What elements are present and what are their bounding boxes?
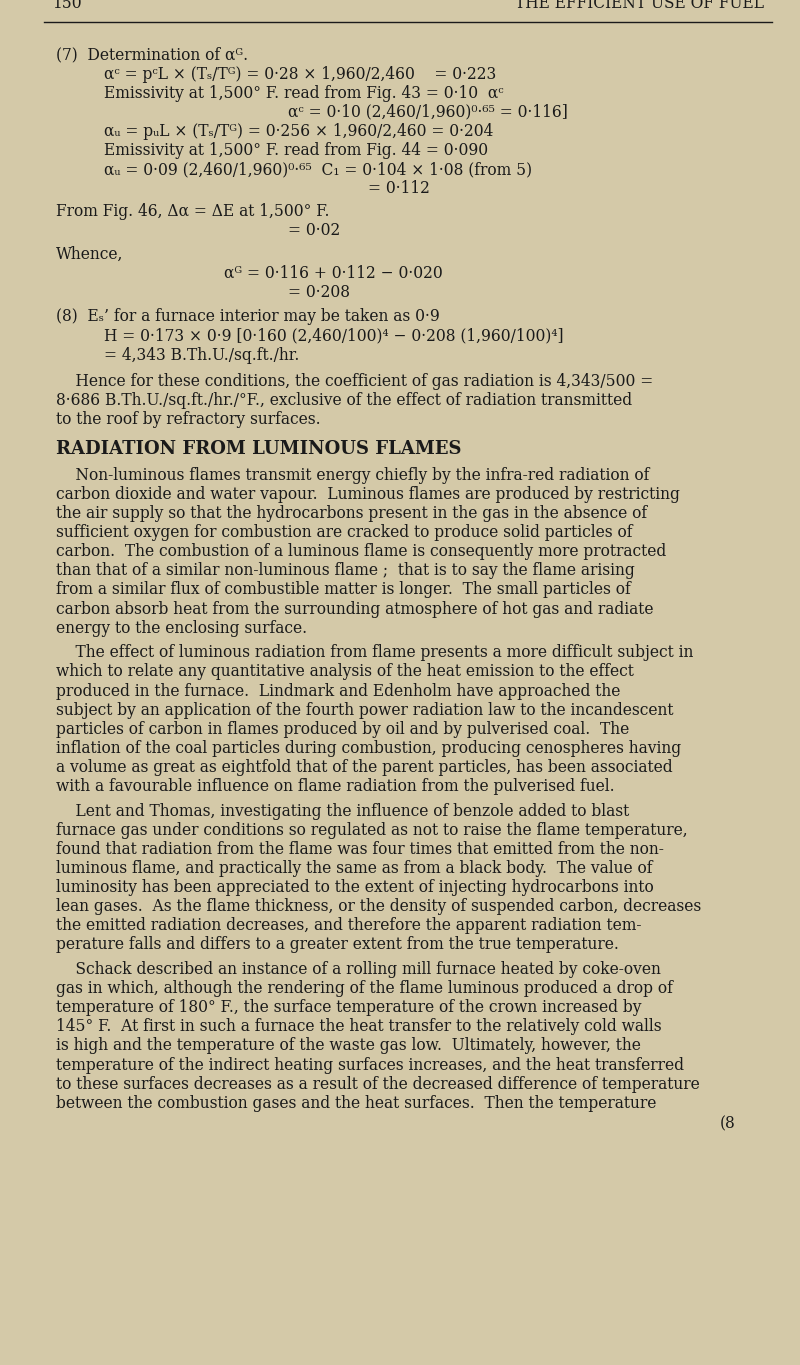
- Text: Lent and Thomas, investigating the influence of benzole added to blast: Lent and Thomas, investigating the influ…: [56, 803, 630, 819]
- Text: = 0·112: = 0·112: [368, 180, 430, 197]
- Text: αᶜ = pᶜL × (Tₛ/Tᴳ) = 0·28 × 1,960/2,460    = 0·223: αᶜ = pᶜL × (Tₛ/Tᴳ) = 0·28 × 1,960/2,460 …: [104, 66, 496, 82]
- Text: particles of carbon in flames produced by oil and by pulverised coal.  The: particles of carbon in flames produced b…: [56, 721, 630, 737]
- Text: to these surfaces decreases as a result of the decreased difference of temperatu: to these surfaces decreases as a result …: [56, 1076, 700, 1092]
- Text: furnace gas under conditions so regulated as not to raise the flame temperature,: furnace gas under conditions so regulate…: [56, 822, 688, 838]
- Text: The effect of luminous radiation from flame presents a more difficult subject in: The effect of luminous radiation from fl…: [56, 644, 694, 661]
- Text: Whence,: Whence,: [56, 246, 123, 262]
- Text: luminosity has been appreciated to the extent of injecting hydrocarbons into: luminosity has been appreciated to the e…: [56, 879, 654, 895]
- Text: = 0·02: = 0·02: [288, 222, 340, 239]
- Text: is high and the temperature of the waste gas low.  Ultimately, however, the: is high and the temperature of the waste…: [56, 1037, 641, 1054]
- Text: αᵤ = 0·09 (2,460/1,960)⁰·⁶⁵  C₁ = 0·104 × 1·08 (from 5): αᵤ = 0·09 (2,460/1,960)⁰·⁶⁵ C₁ = 0·104 ×…: [104, 161, 532, 177]
- Text: 145° F.  At first in such a furnace the heat transfer to the relatively cold wal: 145° F. At first in such a furnace the h…: [56, 1018, 662, 1035]
- Text: Schack described an instance of a rolling mill furnace heated by coke-oven: Schack described an instance of a rollin…: [56, 961, 661, 977]
- Text: lean gases.  As the flame thickness, or the density of suspended carbon, decreas: lean gases. As the flame thickness, or t…: [56, 898, 702, 915]
- Text: (8)  Eₛ’ for a furnace interior may be taken as 0·9: (8) Eₛ’ for a furnace interior may be ta…: [56, 308, 440, 325]
- Text: RADIATION FROM LUMINOUS FLAMES: RADIATION FROM LUMINOUS FLAMES: [56, 440, 462, 457]
- Text: inflation of the coal particles during combustion, producing cenospheres having: inflation of the coal particles during c…: [56, 740, 681, 756]
- Text: which to relate any quantitative analysis of the heat emission to the effect: which to relate any quantitative analysi…: [56, 663, 634, 680]
- Text: (7)  Determination of αᴳ.: (7) Determination of αᴳ.: [56, 46, 248, 63]
- Text: from a similar flux of combustible matter is longer.  The small particles of: from a similar flux of combustible matte…: [56, 581, 630, 598]
- Text: αᴳ = 0·116 + 0·112 − 0·020: αᴳ = 0·116 + 0·112 − 0·020: [224, 265, 442, 281]
- Text: Emissivity at 1,500° F. read from Fig. 43 = 0·10  αᶜ: Emissivity at 1,500° F. read from Fig. 4…: [104, 85, 504, 101]
- Text: energy to the enclosing surface.: energy to the enclosing surface.: [56, 620, 307, 636]
- Text: 150: 150: [52, 0, 82, 12]
- Text: Hence for these conditions, the coefficient of gas radiation is 4,343/500 =: Hence for these conditions, the coeffici…: [56, 373, 654, 389]
- Text: From Fig. 46, Δα = ΔE at 1,500° F.: From Fig. 46, Δα = ΔE at 1,500° F.: [56, 203, 330, 220]
- Text: 8·686 B.Th.U./sq.ft./hr./°F., exclusive of the effect of radiation transmitted: 8·686 B.Th.U./sq.ft./hr./°F., exclusive …: [56, 392, 632, 408]
- Text: αᵤ = pᵤL × (Tₛ/Tᴳ) = 0·256 × 1,960/2,460 = 0·204: αᵤ = pᵤL × (Tₛ/Tᴳ) = 0·256 × 1,960/2,460…: [104, 123, 494, 139]
- Text: Non-luminous flames transmit energy chiefly by the infra-red radiation of: Non-luminous flames transmit energy chie…: [56, 467, 650, 483]
- Text: = 0·208: = 0·208: [288, 284, 350, 300]
- Text: found that radiation from the flame was four times that emitted from the non-: found that radiation from the flame was …: [56, 841, 664, 857]
- Text: = 4,343 B.Th.U./sq.ft./hr.: = 4,343 B.Th.U./sq.ft./hr.: [104, 347, 299, 363]
- Text: sufficient oxygen for combustion are cracked to produce solid particles of: sufficient oxygen for combustion are cra…: [56, 524, 633, 541]
- Text: gas in which, although the rendering of the flame luminous produced a drop of: gas in which, although the rendering of …: [56, 980, 673, 996]
- Text: between the combustion gases and the heat surfaces.  Then the temperature: between the combustion gases and the hea…: [56, 1095, 656, 1111]
- Text: subject by an application of the fourth power radiation law to the incandescent: subject by an application of the fourth …: [56, 702, 674, 718]
- Text: luminous flame, and practically the same as from a black body.  The value of: luminous flame, and practically the same…: [56, 860, 653, 876]
- Text: THE EFFICIENT USE OF FUEL: THE EFFICIENT USE OF FUEL: [515, 0, 764, 12]
- Text: than that of a similar non-luminous flame ;  that is to say the flame arising: than that of a similar non-luminous flam…: [56, 562, 634, 579]
- Text: a volume as great as eightfold that of the parent particles, has been associated: a volume as great as eightfold that of t…: [56, 759, 673, 775]
- Text: temperature of 180° F., the surface temperature of the crown increased by: temperature of 180° F., the surface temp…: [56, 999, 642, 1016]
- Text: temperature of the indirect heating surfaces increases, and the heat transferred: temperature of the indirect heating surf…: [56, 1057, 684, 1073]
- Text: carbon absorb heat from the surrounding atmosphere of hot gas and radiate: carbon absorb heat from the surrounding …: [56, 601, 654, 617]
- Text: with a favourable influence on flame radiation from the pulverised fuel.: with a favourable influence on flame rad…: [56, 778, 614, 794]
- Text: Emissivity at 1,500° F. read from Fig. 44 = 0·090: Emissivity at 1,500° F. read from Fig. 4…: [104, 142, 488, 158]
- Text: the air supply so that the hydrocarbons present in the gas in the absence of: the air supply so that the hydrocarbons …: [56, 505, 647, 521]
- Text: produced in the furnace.  Lindmark and Edenholm have approached the: produced in the furnace. Lindmark and Ed…: [56, 682, 620, 699]
- Text: H = 0·173 × 0·9 [0·160 (2,460/100)⁴ − 0·208 (1,960/100)⁴]: H = 0·173 × 0·9 [0·160 (2,460/100)⁴ − 0·…: [104, 328, 564, 344]
- Text: carbon.  The combustion of a luminous flame is consequently more protracted: carbon. The combustion of a luminous fla…: [56, 543, 666, 560]
- Text: (8: (8: [720, 1115, 736, 1132]
- Text: perature falls and differs to a greater extent from the true temperature.: perature falls and differs to a greater …: [56, 936, 619, 953]
- Text: to the roof by refractory surfaces.: to the roof by refractory surfaces.: [56, 411, 321, 427]
- Text: αᶜ = 0·10 (2,460/1,960)⁰·⁶⁵ = 0·116]: αᶜ = 0·10 (2,460/1,960)⁰·⁶⁵ = 0·116]: [288, 104, 568, 120]
- Text: the emitted radiation decreases, and therefore the apparent radiation tem-: the emitted radiation decreases, and the…: [56, 917, 642, 934]
- Text: carbon dioxide and water vapour.  Luminous flames are produced by restricting: carbon dioxide and water vapour. Luminou…: [56, 486, 680, 502]
